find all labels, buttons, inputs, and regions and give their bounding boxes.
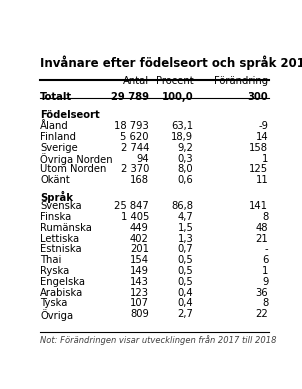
Text: Rumänska: Rumänska (40, 223, 92, 233)
Text: 0,5: 0,5 (178, 266, 193, 276)
Text: Lettiska: Lettiska (40, 233, 79, 244)
Text: 300: 300 (248, 92, 268, 102)
Text: Övriga: Övriga (40, 309, 73, 321)
Text: 6: 6 (262, 255, 268, 265)
Text: Finland: Finland (40, 132, 76, 142)
Text: 94: 94 (136, 154, 149, 163)
Text: Sverige: Sverige (40, 143, 78, 153)
Text: Tyska: Tyska (40, 298, 67, 308)
Text: -9: -9 (258, 121, 268, 131)
Text: Svenska: Svenska (40, 201, 82, 211)
Text: 201: 201 (130, 244, 149, 254)
Text: 8: 8 (262, 212, 268, 222)
Text: 2,7: 2,7 (178, 309, 193, 319)
Text: 123: 123 (130, 287, 149, 298)
Text: Invånare efter födelseort och språk 2018: Invånare efter födelseort och språk 2018 (40, 56, 302, 70)
Text: 1 405: 1 405 (120, 212, 149, 222)
Text: 5 620: 5 620 (120, 132, 149, 142)
Text: Ryska: Ryska (40, 266, 69, 276)
Text: 1,5: 1,5 (178, 223, 193, 233)
Text: 11: 11 (255, 175, 268, 185)
Text: 18,9: 18,9 (171, 132, 193, 142)
Text: 48: 48 (256, 223, 268, 233)
Text: Finska: Finska (40, 212, 71, 222)
Text: 1,3: 1,3 (178, 233, 193, 244)
Text: Förändring: Förändring (214, 76, 268, 86)
Text: 63,1: 63,1 (171, 121, 193, 131)
Text: 0,3: 0,3 (178, 154, 193, 163)
Text: 154: 154 (130, 255, 149, 265)
Text: Arabiska: Arabiska (40, 287, 83, 298)
Text: 0,4: 0,4 (178, 287, 193, 298)
Text: 25 847: 25 847 (114, 201, 149, 211)
Text: Antal: Antal (123, 76, 149, 86)
Text: 2 744: 2 744 (120, 143, 149, 153)
Text: 29 789: 29 789 (111, 92, 149, 102)
Text: Språk: Språk (40, 191, 73, 203)
Text: 0,5: 0,5 (178, 255, 193, 265)
Text: 809: 809 (130, 309, 149, 319)
Text: 0,6: 0,6 (178, 175, 193, 185)
Text: 158: 158 (249, 143, 268, 153)
Text: Procent: Procent (156, 76, 193, 86)
Text: -: - (265, 244, 268, 254)
Text: 0,4: 0,4 (178, 298, 193, 308)
Text: Åland: Åland (40, 121, 69, 131)
Text: 4,7: 4,7 (178, 212, 193, 222)
Text: 449: 449 (130, 223, 149, 233)
Text: 22: 22 (255, 309, 268, 319)
Text: 100,0: 100,0 (162, 92, 193, 102)
Text: 9,2: 9,2 (178, 143, 193, 153)
Text: 0,7: 0,7 (178, 244, 193, 254)
Text: 18 793: 18 793 (114, 121, 149, 131)
Text: 402: 402 (130, 233, 149, 244)
Text: 8: 8 (262, 298, 268, 308)
Text: 0,5: 0,5 (178, 277, 193, 287)
Text: Estniska: Estniska (40, 244, 82, 254)
Text: 125: 125 (249, 164, 268, 174)
Text: 36: 36 (256, 287, 268, 298)
Text: Utom Norden: Utom Norden (40, 164, 107, 174)
Text: Engelska: Engelska (40, 277, 85, 287)
Text: 1: 1 (262, 266, 268, 276)
Text: Födelseort: Födelseort (40, 110, 100, 121)
Text: Not: Förändringen visar utvecklingen från 2017 till 2018: Not: Förändringen visar utvecklingen frå… (40, 335, 277, 345)
Text: Totalt: Totalt (40, 92, 72, 102)
Text: 141: 141 (249, 201, 268, 211)
Text: 107: 107 (130, 298, 149, 308)
Text: 14: 14 (256, 132, 268, 142)
Text: Thai: Thai (40, 255, 62, 265)
Text: 168: 168 (130, 175, 149, 185)
Text: 9: 9 (262, 277, 268, 287)
Text: 149: 149 (130, 266, 149, 276)
Text: Övriga Norden: Övriga Norden (40, 154, 113, 165)
Text: 8,0: 8,0 (178, 164, 193, 174)
Text: 21: 21 (255, 233, 268, 244)
Text: 1: 1 (262, 154, 268, 163)
Text: 2 370: 2 370 (120, 164, 149, 174)
Text: 86,8: 86,8 (172, 201, 193, 211)
Text: Okänt: Okänt (40, 175, 70, 185)
Text: 143: 143 (130, 277, 149, 287)
